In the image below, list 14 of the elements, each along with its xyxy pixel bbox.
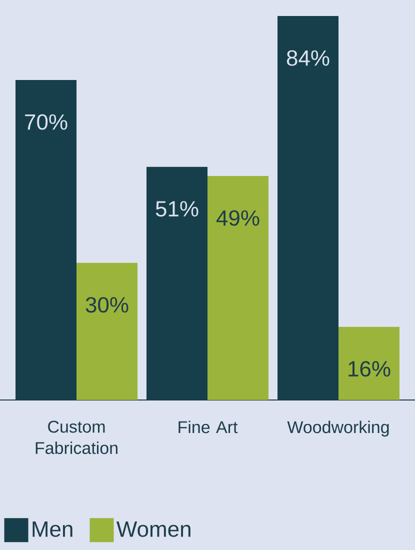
- legend-label: Women: [116, 522, 190, 537]
- data-label: 30%: [86, 297, 128, 313]
- bar: [207, 176, 268, 400]
- bar: [76, 262, 138, 400]
- data-label: 70%: [25, 114, 68, 130]
- bar: [338, 326, 400, 400]
- x-tick-label: Custom Fabrication: [36, 420, 118, 454]
- x-tick-label: Fine Art: [178, 420, 238, 434]
- x-tick-label: Woodworking: [287, 420, 389, 437]
- data-label: 49%: [216, 210, 260, 226]
- legend-label: Men: [32, 522, 72, 537]
- data-label: 16%: [348, 361, 390, 377]
- data-label: 84%: [286, 50, 330, 66]
- data-label: 51%: [156, 201, 198, 217]
